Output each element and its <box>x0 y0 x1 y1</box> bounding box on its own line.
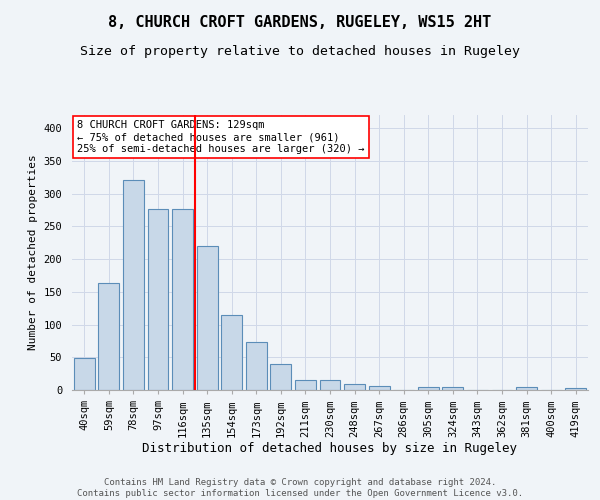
Bar <box>148 210 169 390</box>
Bar <box>221 316 242 390</box>
Bar <box>246 342 267 390</box>
Bar <box>368 386 389 390</box>
Bar <box>516 386 537 390</box>
Bar <box>295 380 316 390</box>
Text: 8 CHURCH CROFT GARDENS: 129sqm
← 75% of detached houses are smaller (961)
25% of: 8 CHURCH CROFT GARDENS: 129sqm ← 75% of … <box>77 120 365 154</box>
Bar <box>172 210 193 390</box>
Text: Size of property relative to detached houses in Rugeley: Size of property relative to detached ho… <box>80 45 520 58</box>
Text: 8, CHURCH CROFT GARDENS, RUGELEY, WS15 2HT: 8, CHURCH CROFT GARDENS, RUGELEY, WS15 2… <box>109 15 491 30</box>
Y-axis label: Number of detached properties: Number of detached properties <box>28 154 38 350</box>
Bar <box>271 364 292 390</box>
X-axis label: Distribution of detached houses by size in Rugeley: Distribution of detached houses by size … <box>143 442 517 455</box>
Bar <box>565 388 586 390</box>
Text: Contains HM Land Registry data © Crown copyright and database right 2024.
Contai: Contains HM Land Registry data © Crown c… <box>77 478 523 498</box>
Bar <box>123 180 144 390</box>
Bar <box>320 380 340 390</box>
Bar <box>442 388 463 390</box>
Bar <box>98 284 119 390</box>
Bar <box>74 358 95 390</box>
Bar <box>418 388 439 390</box>
Bar <box>197 246 218 390</box>
Bar <box>344 384 365 390</box>
